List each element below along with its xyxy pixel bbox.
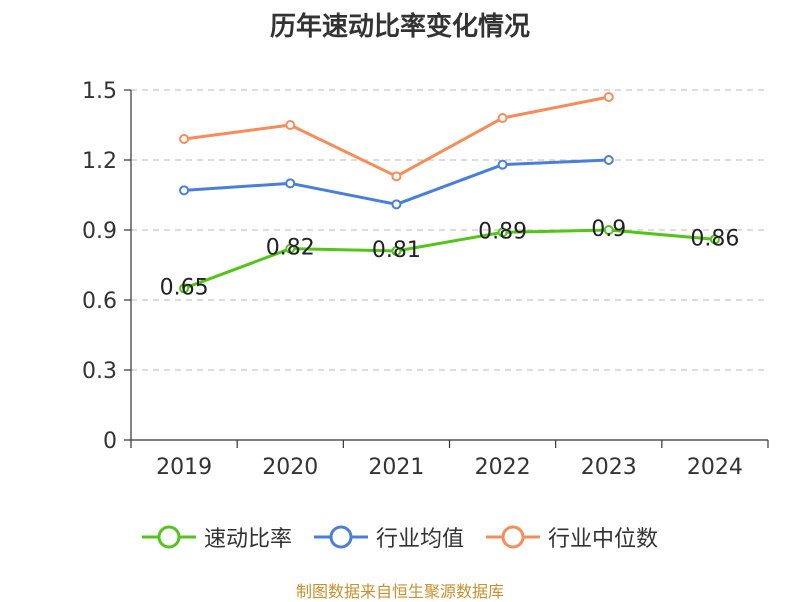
line-chart: 0 0.3 0.6 0.9 1.2 1.5 2019 2020 2021 2022 2023 2024… bbox=[82, 79, 769, 480]
axes: 0 0.3 0.6 0.9 1.2 1.5 2019 2020 2021 2022 2023 2024 bbox=[82, 79, 769, 480]
series-1-point-2023 bbox=[603, 225, 614, 235]
data-label-2024: 0.86 bbox=[690, 226, 739, 251]
legend-label-series-1: 速动比率 bbox=[203, 527, 292, 552]
series-1-point-2021 bbox=[391, 246, 402, 256]
gridlines bbox=[131, 89, 768, 371]
x-tick-label-2021: 2021 bbox=[368, 455, 424, 480]
y-tick-label-2: 0.6 bbox=[82, 289, 117, 314]
chart-title: 历年速动比率变化情况 bbox=[269, 12, 530, 42]
legend-label-series-3: 行业中位数 bbox=[548, 527, 659, 552]
series-1-point-2019 bbox=[179, 283, 190, 294]
data-label-2023: 0.9 bbox=[591, 217, 626, 242]
series-line-1 bbox=[183, 228, 716, 290]
series-2-point-2019 bbox=[179, 185, 190, 196]
x-tick-label-2024: 2024 bbox=[687, 455, 743, 480]
series-1-point-2022 bbox=[497, 227, 508, 238]
legend-swatch-series-3-icon bbox=[486, 525, 540, 549]
series-3-point-2022 bbox=[497, 113, 508, 123]
series-1-point-2020 bbox=[285, 243, 296, 254]
series-3-point-2019 bbox=[179, 134, 190, 144]
x-tick-label-2023: 2023 bbox=[581, 455, 637, 480]
series-2-point-2022 bbox=[497, 159, 508, 170]
legend-swatch-series-1-icon bbox=[141, 525, 196, 549]
legend-label-series-2: 行业均值 bbox=[375, 527, 464, 552]
legend: 速动比率 行业均值 行业中位数 bbox=[0, 520, 800, 554]
y-tick-label-4: 1.2 bbox=[82, 149, 117, 174]
series-3-point-2021 bbox=[391, 171, 402, 182]
series-2-point-2023 bbox=[603, 155, 614, 165]
series-2-point-2021 bbox=[391, 199, 402, 210]
series-3-point-2023 bbox=[603, 92, 614, 102]
legend-item-series-2[interactable]: 行业均值 bbox=[313, 521, 464, 553]
x-tick-label-2019: 2019 bbox=[156, 455, 212, 480]
series-line-3 bbox=[183, 95, 610, 178]
y-tick-label-0: 0 bbox=[103, 429, 117, 454]
y-tick-label-1: 0.3 bbox=[82, 359, 117, 384]
series-line-2 bbox=[183, 158, 609, 206]
source-note: 制图数据来自恒生聚源数据库 bbox=[295, 582, 504, 601]
series-3-point-2020 bbox=[285, 120, 296, 130]
data-labels: 0.65 0.82 0.81 0.89 0.9 0.86 bbox=[160, 217, 740, 300]
data-label-2020: 0.82 bbox=[266, 236, 315, 261]
legend-swatch-series-2-icon bbox=[313, 525, 368, 549]
y-tick-label-3: 0.9 bbox=[82, 219, 117, 244]
x-tick-label-2020: 2020 bbox=[262, 455, 318, 480]
x-tick-label-2022: 2022 bbox=[475, 455, 531, 480]
series-lines bbox=[179, 92, 720, 294]
series-1-point-2024 bbox=[709, 234, 720, 245]
data-label-2019: 0.65 bbox=[160, 275, 209, 300]
y-tick-label-5: 1.5 bbox=[82, 79, 117, 104]
data-label-2021: 0.81 bbox=[372, 238, 421, 263]
legend-item-series-1[interactable]: 速动比率 bbox=[141, 521, 292, 553]
series-2-point-2020 bbox=[285, 178, 296, 189]
data-label-2022: 0.89 bbox=[478, 219, 527, 244]
legend-item-series-3[interactable]: 行业中位数 bbox=[486, 521, 658, 553]
